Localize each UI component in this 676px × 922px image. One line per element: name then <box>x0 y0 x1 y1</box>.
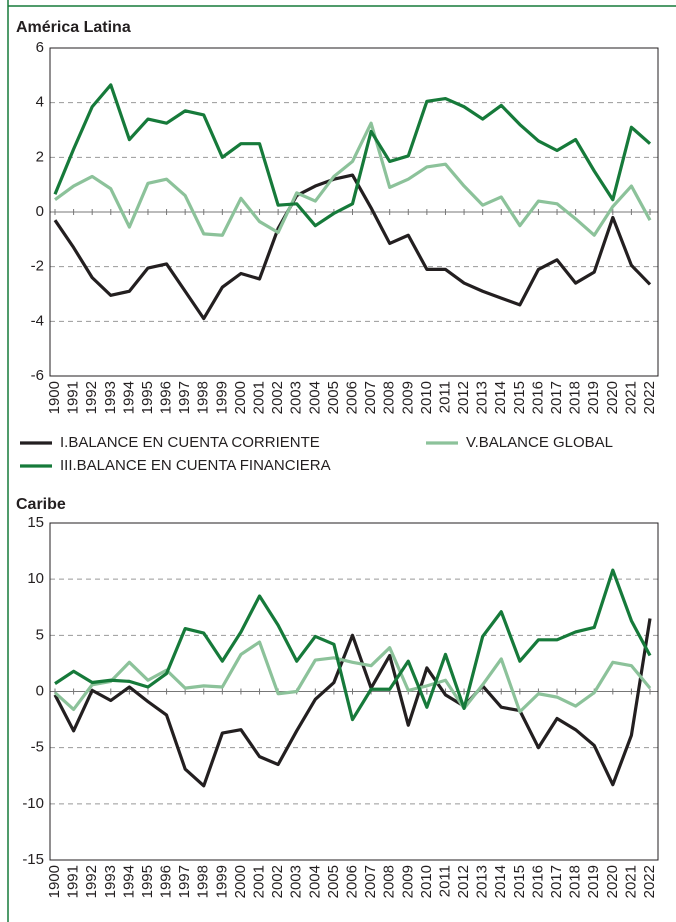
x-tick-label: 2008 <box>381 865 398 898</box>
x-tick-label: 1993 <box>102 381 119 414</box>
x-tick-label: 2015 <box>511 381 528 414</box>
x-tick-label: 2000 <box>232 865 249 898</box>
y-tick-label: 2 <box>36 148 44 165</box>
x-tick-label: 2022 <box>641 381 658 414</box>
x-tick-label: 2006 <box>343 865 360 898</box>
x-tick-label: 2008 <box>381 381 398 414</box>
x-tick-label: 2003 <box>288 865 305 898</box>
x-tick-label: 1998 <box>195 381 212 414</box>
y-tick-label: 10 <box>27 570 44 587</box>
x-tick-label: 2016 <box>529 865 546 898</box>
series-line <box>53 173 652 321</box>
x-tick-label: 2022 <box>641 865 658 898</box>
y-tick-label: -2 <box>31 258 44 275</box>
legend-label: I.BALANCE EN CUENTA CORRIENTE <box>60 434 320 451</box>
x-tick-label: 2002 <box>269 381 286 414</box>
x-tick-label: 2016 <box>529 381 546 414</box>
x-tick-label: 1995 <box>139 381 156 414</box>
y-tick-label: -6 <box>31 367 44 384</box>
x-tick-label: 2010 <box>418 381 435 414</box>
chart-title: Caribe <box>16 496 66 513</box>
series-line <box>53 618 652 788</box>
x-tick-label: 1995 <box>139 865 156 898</box>
x-tick-label: 1999 <box>213 381 230 414</box>
y-tick-label: -10 <box>22 795 44 812</box>
x-tick-label: 2015 <box>511 865 528 898</box>
x-tick-label: 1900 <box>46 865 63 898</box>
x-tick-label: 2012 <box>455 865 472 898</box>
x-tick-label: 2011 <box>436 381 453 413</box>
y-tick-label: 4 <box>36 94 44 111</box>
legend-label: V.BALANCE GLOBAL <box>466 434 613 451</box>
x-tick-label: 2018 <box>567 865 584 898</box>
x-tick-label: 1991 <box>65 865 82 898</box>
x-tick-label: 2000 <box>232 381 249 414</box>
x-tick-label: 2007 <box>362 865 379 898</box>
chart-title: América Latina <box>16 19 131 36</box>
x-tick-label: 2004 <box>306 381 323 414</box>
x-tick-label: 1997 <box>176 381 193 414</box>
series-line <box>53 640 652 714</box>
x-tick-label: 2002 <box>269 865 286 898</box>
x-tick-label: 2019 <box>585 381 602 414</box>
x-tick-label: 2005 <box>325 381 342 414</box>
x-tick-label: 1997 <box>176 865 193 898</box>
legend-label: III.BALANCE EN CUENTA FINANCIERA <box>60 457 331 474</box>
x-tick-label: 2001 <box>251 865 268 898</box>
x-tick-label: 2020 <box>604 865 621 898</box>
x-tick-label: 2001 <box>251 381 268 414</box>
y-tick-label: 5 <box>36 626 44 643</box>
y-tick-label: -5 <box>31 739 44 756</box>
plot-frame <box>49 47 659 377</box>
x-tick-label: 1991 <box>65 381 82 414</box>
x-tick-label: 2021 <box>622 865 639 898</box>
x-tick-label: 2005 <box>325 865 342 898</box>
y-tick-label: -4 <box>31 312 44 329</box>
x-tick-label: 2013 <box>474 381 491 414</box>
x-tick-label: 1994 <box>120 865 137 898</box>
series-line <box>54 121 652 237</box>
y-tick-label: 6 <box>36 39 44 56</box>
x-tick-label: 1992 <box>83 381 100 414</box>
x-tick-label: 2004 <box>306 865 323 898</box>
x-tick-label: 1900 <box>46 381 63 414</box>
x-tick-label: 2010 <box>418 865 435 898</box>
x-tick-label: 2017 <box>548 381 565 414</box>
plot-frame <box>49 522 659 861</box>
x-tick-label: 1996 <box>158 865 175 898</box>
x-tick-label: 1998 <box>195 865 212 898</box>
x-tick-label: 2007 <box>362 381 379 414</box>
x-tick-label: 2020 <box>604 381 621 414</box>
y-tick-label: 0 <box>36 682 44 699</box>
x-tick-label: 2006 <box>343 381 360 414</box>
series-line <box>54 568 652 722</box>
x-tick-label: 2009 <box>399 381 416 414</box>
x-tick-label: 2003 <box>288 381 305 414</box>
x-tick-label: 2017 <box>548 865 565 898</box>
y-tick-label: 0 <box>36 203 44 220</box>
x-tick-label: 2014 <box>492 381 509 414</box>
y-tick-label: -15 <box>22 851 44 868</box>
series-line <box>53 83 652 228</box>
x-tick-label: 2014 <box>492 865 509 898</box>
x-tick-label: 2021 <box>622 381 639 414</box>
x-tick-label: 1992 <box>83 865 100 898</box>
x-tick-label: 1999 <box>213 865 230 898</box>
x-tick-label: 2019 <box>585 865 602 898</box>
x-tick-label: 1996 <box>158 381 175 414</box>
x-tick-label: 1994 <box>120 381 137 414</box>
x-tick-label: 2012 <box>455 381 472 414</box>
x-tick-label: 2011 <box>436 865 453 897</box>
y-tick-label: 15 <box>27 514 44 531</box>
x-tick-label: 2009 <box>399 865 416 898</box>
x-tick-label: 2018 <box>567 381 584 414</box>
x-tick-label: 1993 <box>102 865 119 898</box>
x-tick-label: 2013 <box>474 865 491 898</box>
